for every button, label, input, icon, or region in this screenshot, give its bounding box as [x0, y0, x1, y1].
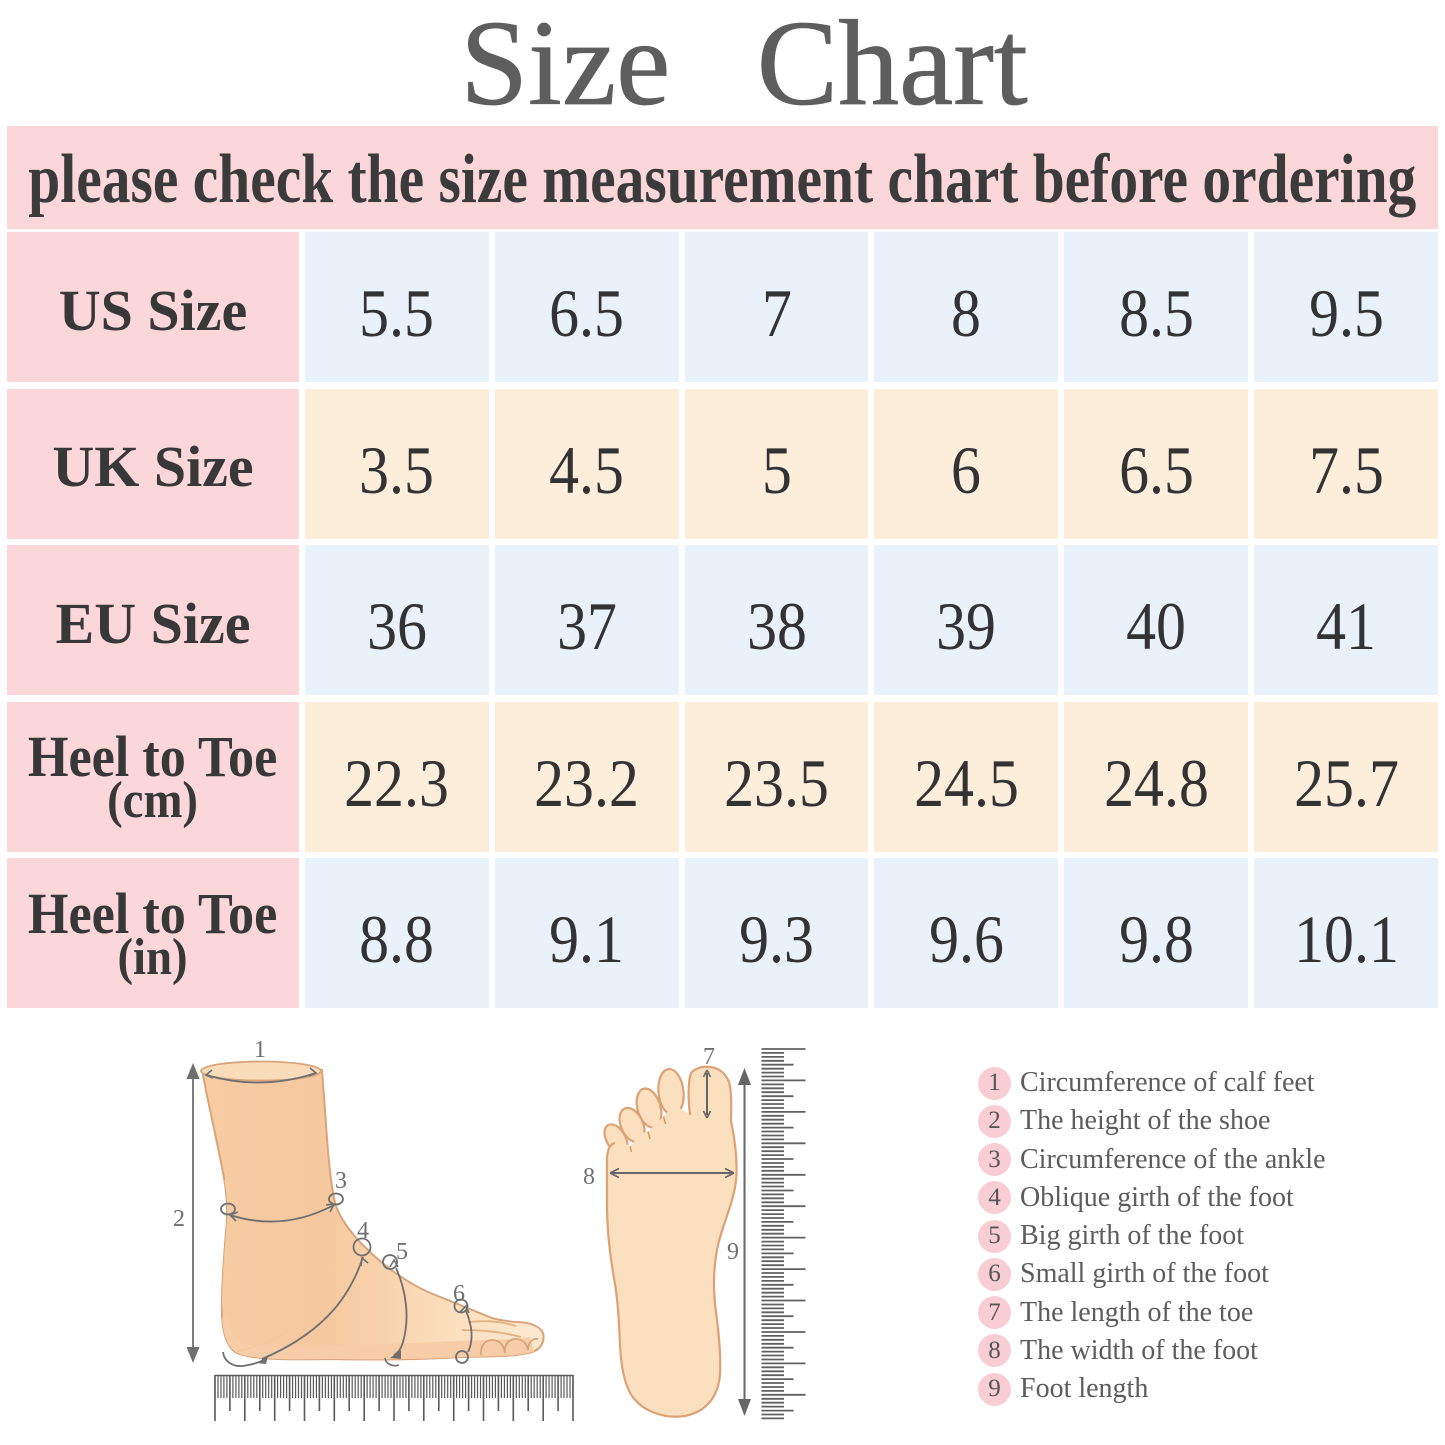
svg-text:4: 4	[357, 1218, 369, 1244]
svg-text:3: 3	[335, 1168, 347, 1194]
svg-text:2: 2	[173, 1206, 185, 1232]
svg-text:1: 1	[254, 1037, 266, 1063]
svg-text:9: 9	[727, 1239, 739, 1265]
svg-text:6: 6	[453, 1281, 465, 1307]
svg-text:8: 8	[583, 1164, 595, 1190]
svg-text:5: 5	[396, 1239, 408, 1265]
svg-text:7: 7	[703, 1044, 715, 1070]
